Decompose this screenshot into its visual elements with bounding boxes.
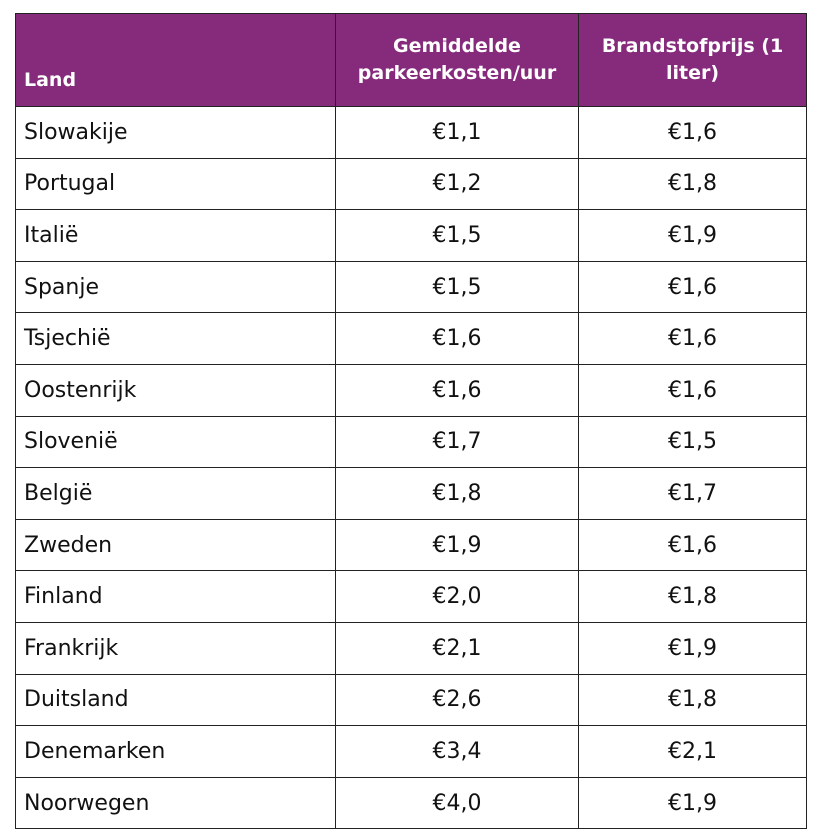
cell-parking: €3,4 — [335, 725, 579, 778]
cell-parking: €1,7 — [335, 415, 579, 469]
table-row: Italië €1,5 €1,9 — [15, 209, 807, 262]
cell-fuel: €1,7 — [578, 467, 807, 520]
cell-country: Slowakije — [15, 106, 336, 159]
cell-parking: €4,0 — [335, 776, 579, 830]
cell-country: Slovenië — [15, 415, 336, 469]
header-fuel: Brandstofprijs (1 liter) — [578, 13, 807, 107]
table-row: Oostenrijk €1,6 €1,6 — [15, 363, 807, 417]
cell-country: Finland — [15, 570, 336, 623]
cell-parking: €1,1 — [335, 106, 579, 159]
cell-country: Duitsland — [15, 673, 336, 727]
table-row: Portugal €1,2 €1,8 — [15, 157, 807, 211]
table-body: Slowakije €1,1 €1,6 Portugal €1,2 €1,8 Italië €… — [15, 106, 807, 830]
table-row: Noorwegen €4,0 €1,9 — [15, 776, 807, 830]
cell-parking: €2,1 — [335, 621, 579, 675]
cell-country: Denemarken — [15, 725, 336, 778]
cell-fuel: €1,9 — [578, 621, 807, 675]
table-row: Frankrijk €2,1 €1,9 — [15, 621, 807, 675]
table-row: Slowakije €1,1 €1,6 — [15, 106, 807, 159]
table-row: Zweden €1,9 €1,6 — [15, 518, 807, 572]
table-row: Denemarken €3,4 €2,1 — [15, 725, 807, 778]
cell-fuel: €1,6 — [578, 106, 807, 159]
table-row: Slovenië €1,7 €1,5 — [15, 415, 807, 469]
table-row: Finland €2,0 €1,8 — [15, 570, 807, 623]
header-land: Land — [15, 13, 336, 107]
cell-parking: €1,8 — [335, 467, 579, 520]
table-row: Spanje €1,5 €1,6 — [15, 260, 807, 314]
cell-country: Noorwegen — [15, 776, 336, 830]
header-parking: Gemiddelde parkeerkosten/uur — [335, 13, 579, 107]
cell-fuel: €1,8 — [578, 157, 807, 211]
table-header: Land Gemiddelde parkeerkosten/uur Brands… — [15, 13, 807, 107]
cell-country: België — [15, 467, 336, 520]
cell-fuel: €1,8 — [578, 570, 807, 623]
cell-parking: €1,5 — [335, 209, 579, 262]
header-row: Land Gemiddelde parkeerkosten/uur Brands… — [15, 13, 807, 107]
table-container: Land Gemiddelde parkeerkosten/uur Brands… — [15, 13, 807, 830]
cell-fuel: €1,8 — [578, 673, 807, 727]
cell-parking: €1,6 — [335, 363, 579, 417]
table-row: Tsjechië €1,6 €1,6 — [15, 312, 807, 365]
cell-fuel: €1,6 — [578, 363, 807, 417]
cell-country: Portugal — [15, 157, 336, 211]
cell-country: Frankrijk — [15, 621, 336, 675]
cell-fuel: €1,9 — [578, 776, 807, 830]
cell-country: Zweden — [15, 518, 336, 572]
cell-country: Oostenrijk — [15, 363, 336, 417]
cell-parking: €2,6 — [335, 673, 579, 727]
cell-parking: €1,5 — [335, 260, 579, 314]
cell-parking: €1,2 — [335, 157, 579, 211]
cell-country: Tsjechië — [15, 312, 336, 365]
cell-country: Italië — [15, 209, 336, 262]
table-row: België €1,8 €1,7 — [15, 467, 807, 520]
table-row: Duitsland €2,6 €1,8 — [15, 673, 807, 727]
cell-fuel: €1,6 — [578, 312, 807, 365]
cell-fuel: €1,6 — [578, 518, 807, 572]
cell-fuel: €1,5 — [578, 415, 807, 469]
cell-country: Spanje — [15, 260, 336, 314]
cell-fuel: €1,9 — [578, 209, 807, 262]
cell-parking: €1,6 — [335, 312, 579, 365]
cell-fuel: €2,1 — [578, 725, 807, 778]
cell-parking: €2,0 — [335, 570, 579, 623]
price-table: Land Gemiddelde parkeerkosten/uur Brands… — [15, 13, 807, 830]
cell-parking: €1,9 — [335, 518, 579, 572]
cell-fuel: €1,6 — [578, 260, 807, 314]
